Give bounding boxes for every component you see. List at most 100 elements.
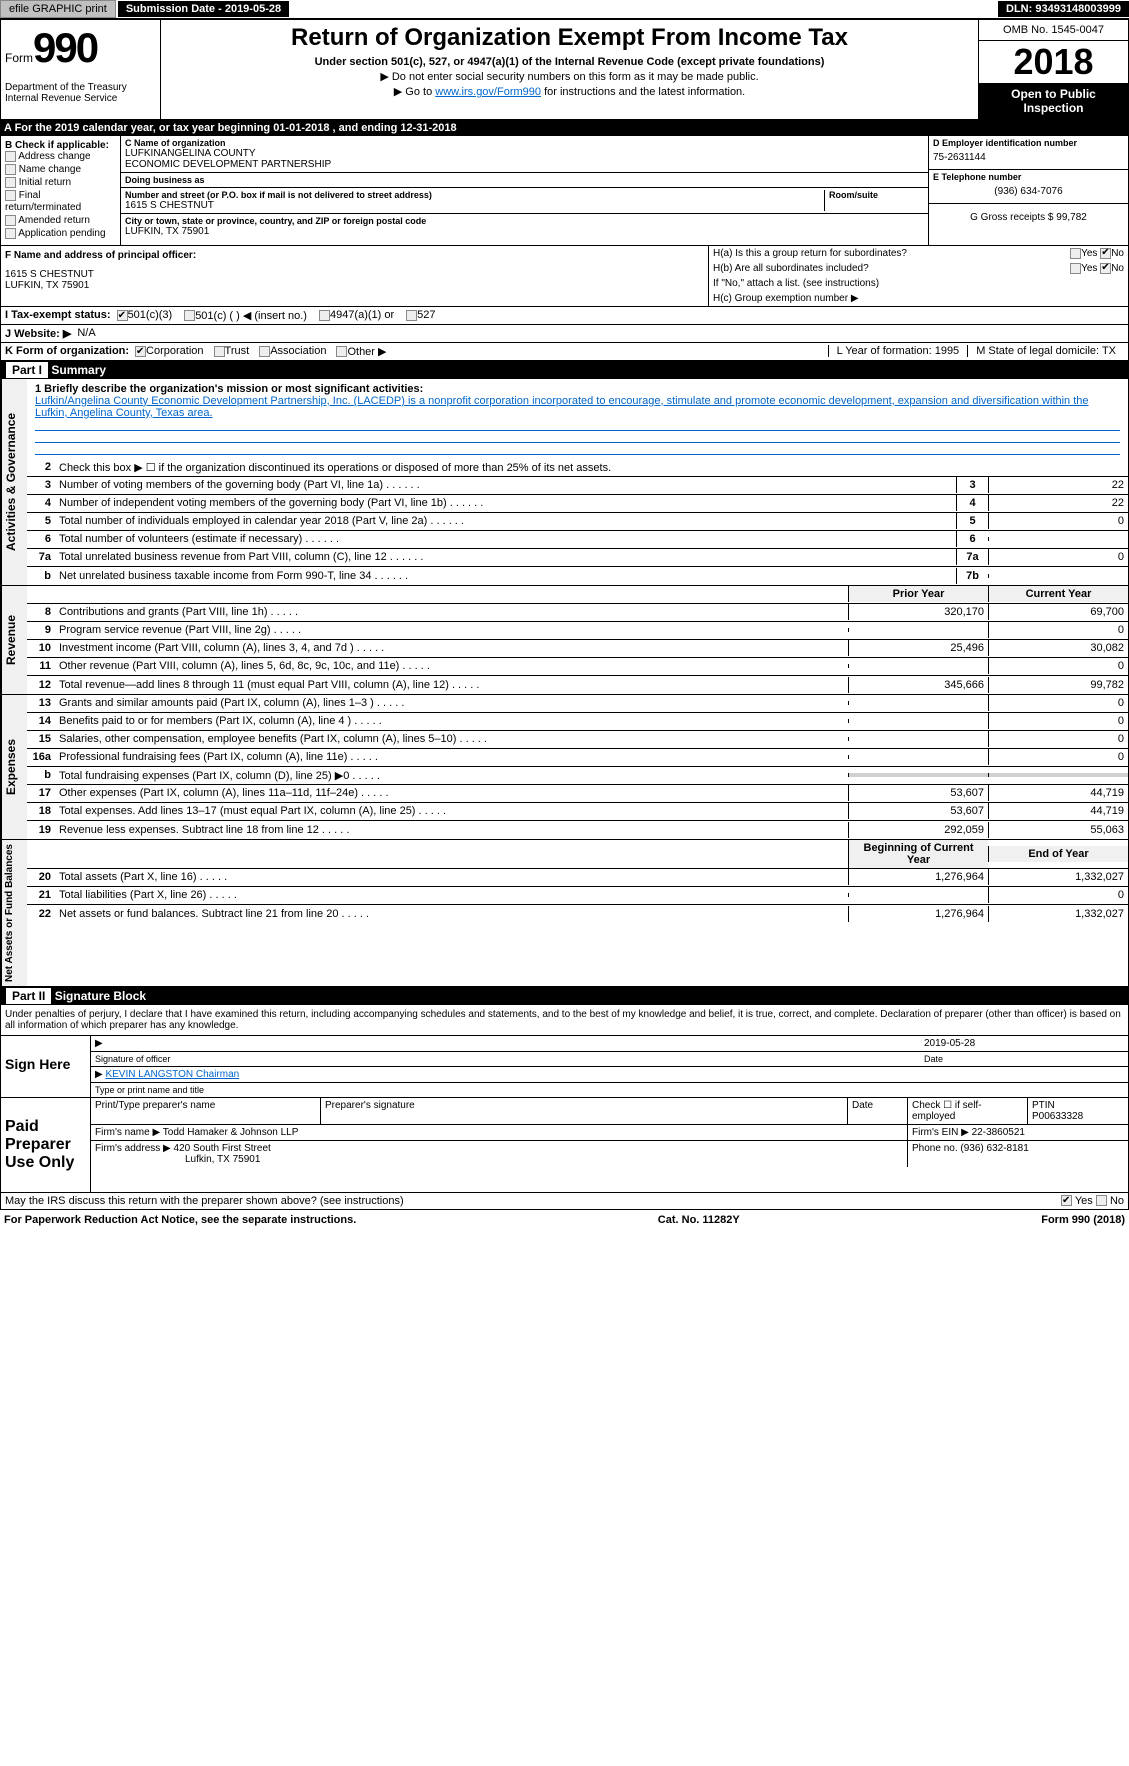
date-label: Date [924, 1054, 1124, 1064]
line-22: 22Net assets or fund balances. Subtract … [27, 905, 1128, 923]
ha-no[interactable]: No [1111, 248, 1124, 259]
irs-link[interactable]: www.irs.gov/Form990 [435, 86, 541, 98]
officer-addr: 1615 S CHESTNUT LUFKIN, TX 75901 [5, 269, 704, 291]
prep-sig-head: Preparer's signature [321, 1098, 848, 1124]
hb-row: H(b) Are all subordinates included? Yes … [709, 261, 1128, 276]
expenses-block: Expenses 13Grants and similar amounts pa… [0, 695, 1129, 840]
ha-label: H(a) Is this a group return for subordin… [713, 248, 907, 259]
firm-city: Lufkin, TX 75901 [185, 1154, 260, 1165]
i-label: I Tax-exempt status: [5, 309, 111, 321]
hb-yes[interactable]: Yes [1081, 263, 1097, 274]
opt-4947: 4947(a)(1) or [330, 309, 394, 321]
chk-name[interactable]: Name change [5, 164, 116, 175]
chk-amended[interactable]: Amended return [5, 215, 116, 226]
line-4: 4Number of independent voting members of… [27, 495, 1128, 513]
dba-label: Doing business as [125, 175, 924, 185]
chk-trust[interactable] [214, 346, 225, 357]
row-i: I Tax-exempt status: 501(c)(3) 501(c) ( … [0, 307, 1129, 325]
line-17: 17Other expenses (Part IX, column (A), l… [27, 785, 1128, 803]
line-11: 11Other revenue (Part VIII, column (A), … [27, 658, 1128, 676]
line-15: 15Salaries, other compensation, employee… [27, 731, 1128, 749]
sign-date: 2019-05-28 [924, 1038, 1124, 1049]
gross-label: G Gross receipts $ [970, 212, 1053, 223]
opt-other: Other ▶ [347, 345, 386, 358]
opt-corp: Corporation [146, 345, 203, 357]
discuss-no-chk[interactable] [1096, 1195, 1107, 1206]
form-subtitle: Under section 501(c), 527, or 4947(a)(1)… [169, 56, 970, 68]
firm-phone: (936) 632-8181 [960, 1143, 1028, 1154]
begin-year-head: Beginning of Current Year [848, 840, 988, 868]
penalties-text: Under penalties of perjury, I declare th… [0, 1005, 1129, 1036]
m-cell: M State of legal domicile: TX [967, 345, 1124, 357]
chk-address[interactable]: Address change [5, 151, 116, 162]
footer-left: For Paperwork Reduction Act Notice, see … [4, 1214, 356, 1226]
form-word: Form [5, 51, 33, 65]
vtab-netassets: Net Assets or Fund Balances [1, 840, 27, 986]
chk-527[interactable] [406, 310, 417, 321]
chk-corp[interactable] [135, 346, 146, 357]
chk-initial[interactable]: Initial return [5, 177, 116, 188]
row-k: K Form of organization: Corporation Trus… [0, 343, 1129, 361]
col-b-checkboxes: B Check if applicable: Address change Na… [1, 136, 121, 245]
k-label: K Form of organization: [5, 345, 129, 357]
org-name-label: C Name of organization [125, 138, 924, 148]
city-value: LUFKIN, TX 75901 [125, 226, 924, 237]
sign-here-label: Sign Here [1, 1036, 91, 1097]
mission-block: 1 Briefly describe the organization's mi… [27, 379, 1128, 459]
part1-header: Part I Summary [0, 361, 1129, 379]
vtab-expenses: Expenses [1, 695, 27, 839]
ha-row: H(a) Is this a group return for subordin… [709, 246, 1128, 261]
col-headers: Prior Year Current Year [27, 586, 1128, 604]
dln: DLN: 93493148003999 [998, 1, 1129, 17]
vtab-revenue: Revenue [1, 586, 27, 694]
discuss-no: No [1110, 1195, 1124, 1207]
form-header: Form990 Department of the Treasury Inter… [0, 19, 1129, 120]
line-10: 10Investment income (Part VIII, column (… [27, 640, 1128, 658]
discuss-yes-chk[interactable] [1061, 1195, 1072, 1206]
discuss-yes: Yes [1075, 1195, 1093, 1207]
street-value: 1615 S CHESTNUT [125, 200, 824, 211]
line-12: 12Total revenue—add lines 8 through 11 (… [27, 676, 1128, 694]
chk-other[interactable] [336, 346, 347, 357]
header-right: OMB No. 1545-0047 2018 Open to Public In… [978, 20, 1128, 119]
phone-cell: E Telephone number (936) 634-7076 [929, 170, 1128, 204]
org-name-cell: C Name of organization LUFKINANGELINA CO… [121, 136, 928, 173]
part2-label: Part II [6, 988, 51, 1004]
netassets-block: Net Assets or Fund Balances Beginning of… [0, 840, 1129, 987]
firm-name: Todd Hamaker & Johnson LLP [163, 1127, 299, 1138]
submission-date: Submission Date - 2019-05-28 [118, 1, 289, 17]
part1-title: Summary [51, 363, 106, 377]
sign-here-block: Sign Here ▶ 2019-05-28 Signature of offi… [0, 1036, 1129, 1098]
phone-value: (936) 634-7076 [933, 182, 1124, 201]
dba-cell: Doing business as [121, 173, 928, 188]
opt-assoc: Association [270, 345, 326, 357]
gross-value: 99,782 [1056, 212, 1087, 223]
chk-pending[interactable]: Application pending [5, 228, 116, 239]
row-j: J Website: ▶ N/A [0, 325, 1129, 343]
firm-name-label: Firm's name ▶ [95, 1127, 160, 1138]
chk-final[interactable]: Final return/terminated [5, 190, 116, 212]
chk-501c3[interactable] [117, 310, 128, 321]
chk-501c[interactable] [184, 310, 195, 321]
room-label: Room/suite [829, 190, 924, 200]
hb-no[interactable]: No [1111, 263, 1124, 274]
ein-value: 75-2631144 [933, 148, 1124, 167]
hb-note: If "No," attach a list. (see instruction… [709, 276, 1128, 291]
footer: For Paperwork Reduction Act Notice, see … [0, 1210, 1129, 1230]
header-mid: Return of Organization Exempt From Incom… [161, 20, 978, 119]
opt-501c: 501(c) ( ) ◀ (insert no.) [195, 309, 307, 322]
ha-yes[interactable]: Yes [1081, 248, 1097, 259]
line-6: 6Total number of volunteers (estimate if… [27, 531, 1128, 549]
line-20: 20Total assets (Part X, line 16) . . . .… [27, 869, 1128, 887]
chk-4947[interactable] [319, 310, 330, 321]
paid-label: Paid Preparer Use Only [1, 1098, 91, 1192]
note2-prefix: ▶ Go to [394, 86, 435, 98]
chk-assoc[interactable] [259, 346, 270, 357]
opt-527: 527 [417, 309, 435, 321]
website-value: N/A [77, 327, 95, 339]
firm-ein: 22-3860521 [972, 1127, 1025, 1138]
line-b: bTotal fundraising expenses (Part IX, co… [27, 767, 1128, 785]
firm-phone-label: Phone no. [912, 1143, 958, 1154]
current-year-head: Current Year [988, 586, 1128, 602]
signer-name: KEVIN LANGSTON Chairman [105, 1069, 239, 1080]
